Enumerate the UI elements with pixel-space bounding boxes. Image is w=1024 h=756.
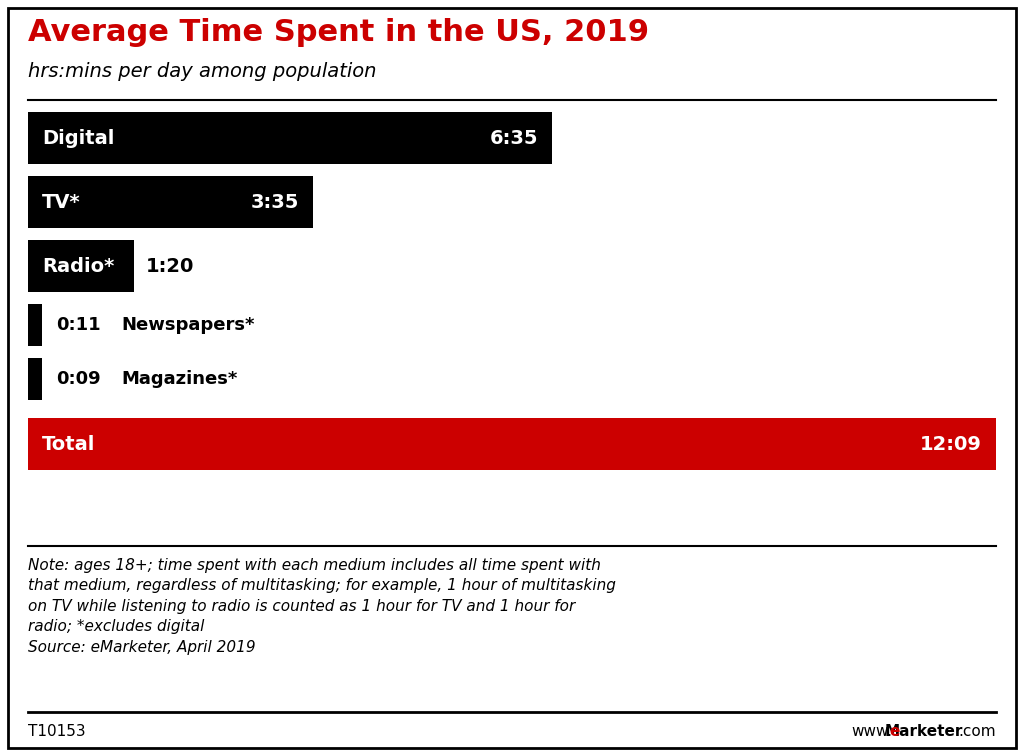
Text: 0:09: 0:09 xyxy=(56,370,100,388)
Bar xyxy=(28,112,553,164)
Text: 6:35: 6:35 xyxy=(490,129,539,147)
Text: Newspapers*: Newspapers* xyxy=(121,316,255,334)
Text: hrs:mins per day among population: hrs:mins per day among population xyxy=(28,62,377,81)
Text: Magazines*: Magazines* xyxy=(121,370,238,388)
Text: Digital: Digital xyxy=(42,129,115,147)
Text: www.: www. xyxy=(851,724,892,739)
Text: e: e xyxy=(890,724,900,739)
Text: 1:20: 1:20 xyxy=(146,256,195,275)
Text: Note: ages 18+; time spent with each medium includes all time spent with
that me: Note: ages 18+; time spent with each med… xyxy=(28,558,615,655)
Text: TV*: TV* xyxy=(42,193,81,212)
Text: Radio*: Radio* xyxy=(42,256,115,275)
Text: .com: .com xyxy=(958,724,996,739)
Bar xyxy=(28,304,42,346)
Text: Total: Total xyxy=(42,435,95,454)
Bar xyxy=(28,240,134,292)
Text: 3:35: 3:35 xyxy=(251,193,299,212)
Text: Average Time Spent in the US, 2019: Average Time Spent in the US, 2019 xyxy=(28,18,649,47)
Bar xyxy=(28,418,996,470)
Text: 12:09: 12:09 xyxy=(921,435,982,454)
Text: T10153: T10153 xyxy=(28,724,86,739)
Bar xyxy=(28,176,313,228)
Text: 0:11: 0:11 xyxy=(56,316,100,334)
Text: Marketer: Marketer xyxy=(885,724,963,739)
Bar xyxy=(28,358,42,400)
